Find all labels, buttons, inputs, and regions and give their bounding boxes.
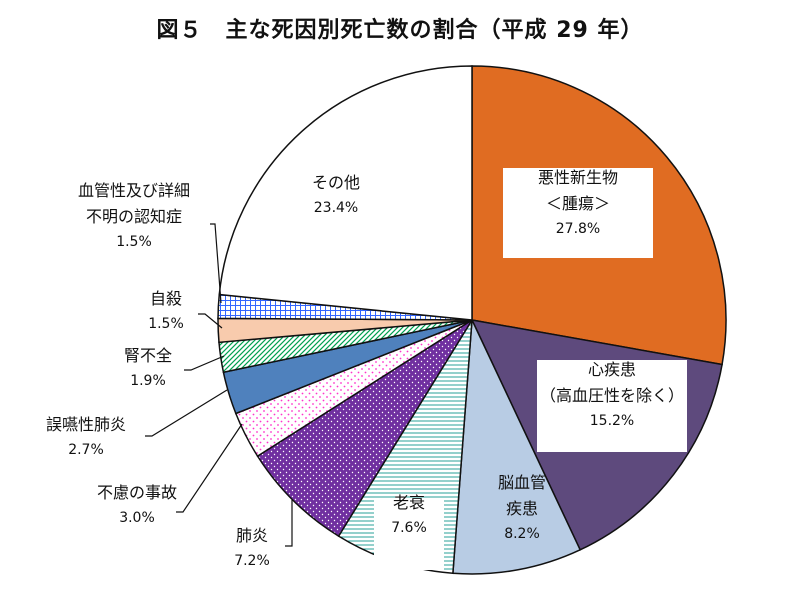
label-box-heart: [537, 360, 687, 452]
slice-label-vascular: 不明の認知症: [86, 207, 182, 226]
slice-value-renal: 1.9%: [130, 373, 166, 389]
leader-line-pneumonia: [285, 500, 293, 547]
slice-label-cancer: ＜腫瘍＞: [546, 194, 610, 213]
slice-label-pneumonia: 肺炎: [236, 526, 268, 545]
slice-label-vascular: 血管性及び詳細: [78, 181, 190, 200]
slice-label-heart: （高血圧性を除く）: [540, 386, 684, 405]
slice-value-heart: 15.2%: [590, 413, 634, 429]
slice-label-cancer: 悪性新生物: [538, 168, 618, 187]
slice-value-aspiration: 2.7%: [68, 442, 104, 458]
slice-value-cancer: 27.8%: [556, 221, 600, 237]
slice-label-senility: 老衰: [393, 493, 425, 512]
slice-value-other: 23.4%: [314, 200, 358, 216]
slice-value-cerebro: 8.2%: [504, 526, 540, 542]
slice-label-heart: 心疾患: [588, 360, 636, 379]
slice-label-cerebro: 疾患: [506, 499, 538, 518]
slice-label-other: その他: [312, 173, 360, 192]
leader-line-vascular: [210, 223, 222, 304]
leader-line-accident: [176, 423, 243, 513]
slice-label-cerebro: 脳血管: [498, 473, 546, 492]
leader-line-suicide: [198, 313, 223, 329]
chart-title: 図５ 主な死因別死亡数の割合（平成 29 年）: [156, 18, 644, 43]
slice-label-suicide: 自殺: [150, 289, 182, 308]
slice-value-suicide: 1.5%: [148, 316, 184, 332]
slice-label-renal: 腎不全: [124, 346, 172, 365]
pie-slice-other: [218, 65, 473, 321]
slice-value-accident: 3.0%: [119, 510, 155, 526]
leader-line-aspiration: [145, 389, 228, 437]
pie-slice-pneumonia: [256, 319, 473, 538]
slice-value-senility: 7.6%: [391, 520, 427, 536]
label-box-senility: [374, 500, 444, 570]
label-box-cancer: [503, 168, 653, 258]
slice-value-vascular: 1.5%: [116, 234, 152, 250]
slice-label-accident: 不慮の事故: [97, 483, 177, 502]
pie-slice-cerebro: [452, 317, 582, 575]
slice-label-aspiration: 誤嚥性肺炎: [46, 415, 126, 434]
leader-line-renal: [184, 355, 225, 371]
slice-value-pneumonia: 7.2%: [234, 553, 270, 569]
